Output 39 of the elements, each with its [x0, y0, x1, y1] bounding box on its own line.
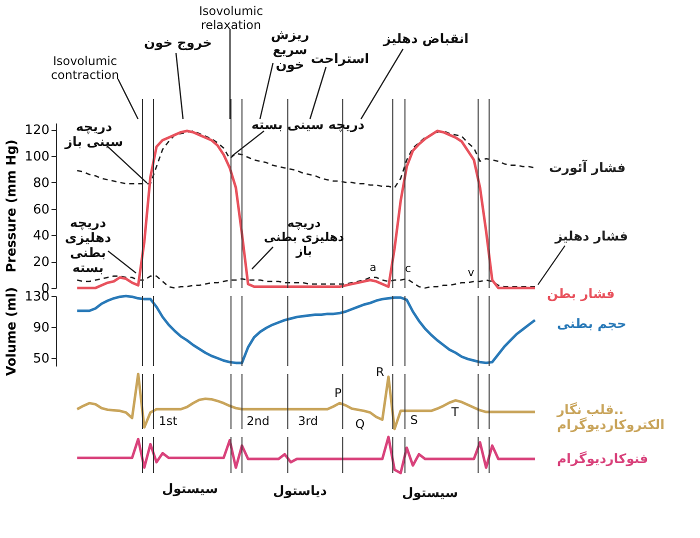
text: سیستول — [402, 486, 458, 501]
annotation: R — [376, 365, 384, 379]
text: Isovolumic relaxation — [198, 4, 264, 32]
y-axis-title: Pressure (mm Hg) — [4, 140, 20, 272]
annotation: c — [404, 262, 412, 275]
annotation: S — [410, 413, 418, 427]
series-label: فشار آئورت — [548, 158, 626, 176]
text: Isovolumic contraction — [50, 54, 120, 82]
annotation: T — [450, 405, 460, 419]
series-label: قلب نگار.. الکتروکاردیوگرام — [556, 402, 665, 433]
y-tick-label: 60 — [32, 202, 50, 218]
series-label: حجم بطنی — [556, 317, 626, 332]
text: استراحت — [310, 52, 370, 67]
y-tick-label: 50 — [32, 352, 50, 367]
text: انقباض دهلیز — [382, 32, 469, 47]
y-axis-title: Volume (ml) — [4, 287, 20, 376]
text: خروج خون — [144, 36, 212, 51]
annotation: a — [370, 261, 376, 274]
annotation: دریچه سینی باز — [64, 120, 124, 150]
series-label: فشار بطن — [546, 287, 615, 302]
annotation: v — [468, 266, 475, 279]
annotation: Q — [355, 417, 365, 431]
y-tick-label: 120 — [24, 123, 50, 138]
text: دیاستول — [273, 484, 328, 499]
y-tick-label: 130 — [24, 290, 50, 304]
text: ریزش سریع خون — [270, 28, 310, 73]
annotation: 3rd — [298, 414, 318, 428]
y-tick-label: 90 — [32, 320, 50, 336]
y-tick-label: 100 — [24, 150, 50, 164]
annotation: 2nd — [246, 414, 270, 428]
y-tick-label: 80 — [32, 176, 50, 191]
series-label: فنوکاردیوگرام — [556, 450, 648, 467]
y-tick-label: 40 — [32, 228, 50, 244]
text: فشار دهلیز — [554, 230, 628, 245]
annotation: دریچه دهلیزی بطنی بسته — [64, 216, 112, 276]
annotation: 1st — [158, 414, 178, 428]
y-tick-label: 20 — [32, 255, 50, 270]
text: سیستول — [162, 482, 218, 497]
annotation: P — [334, 386, 342, 400]
